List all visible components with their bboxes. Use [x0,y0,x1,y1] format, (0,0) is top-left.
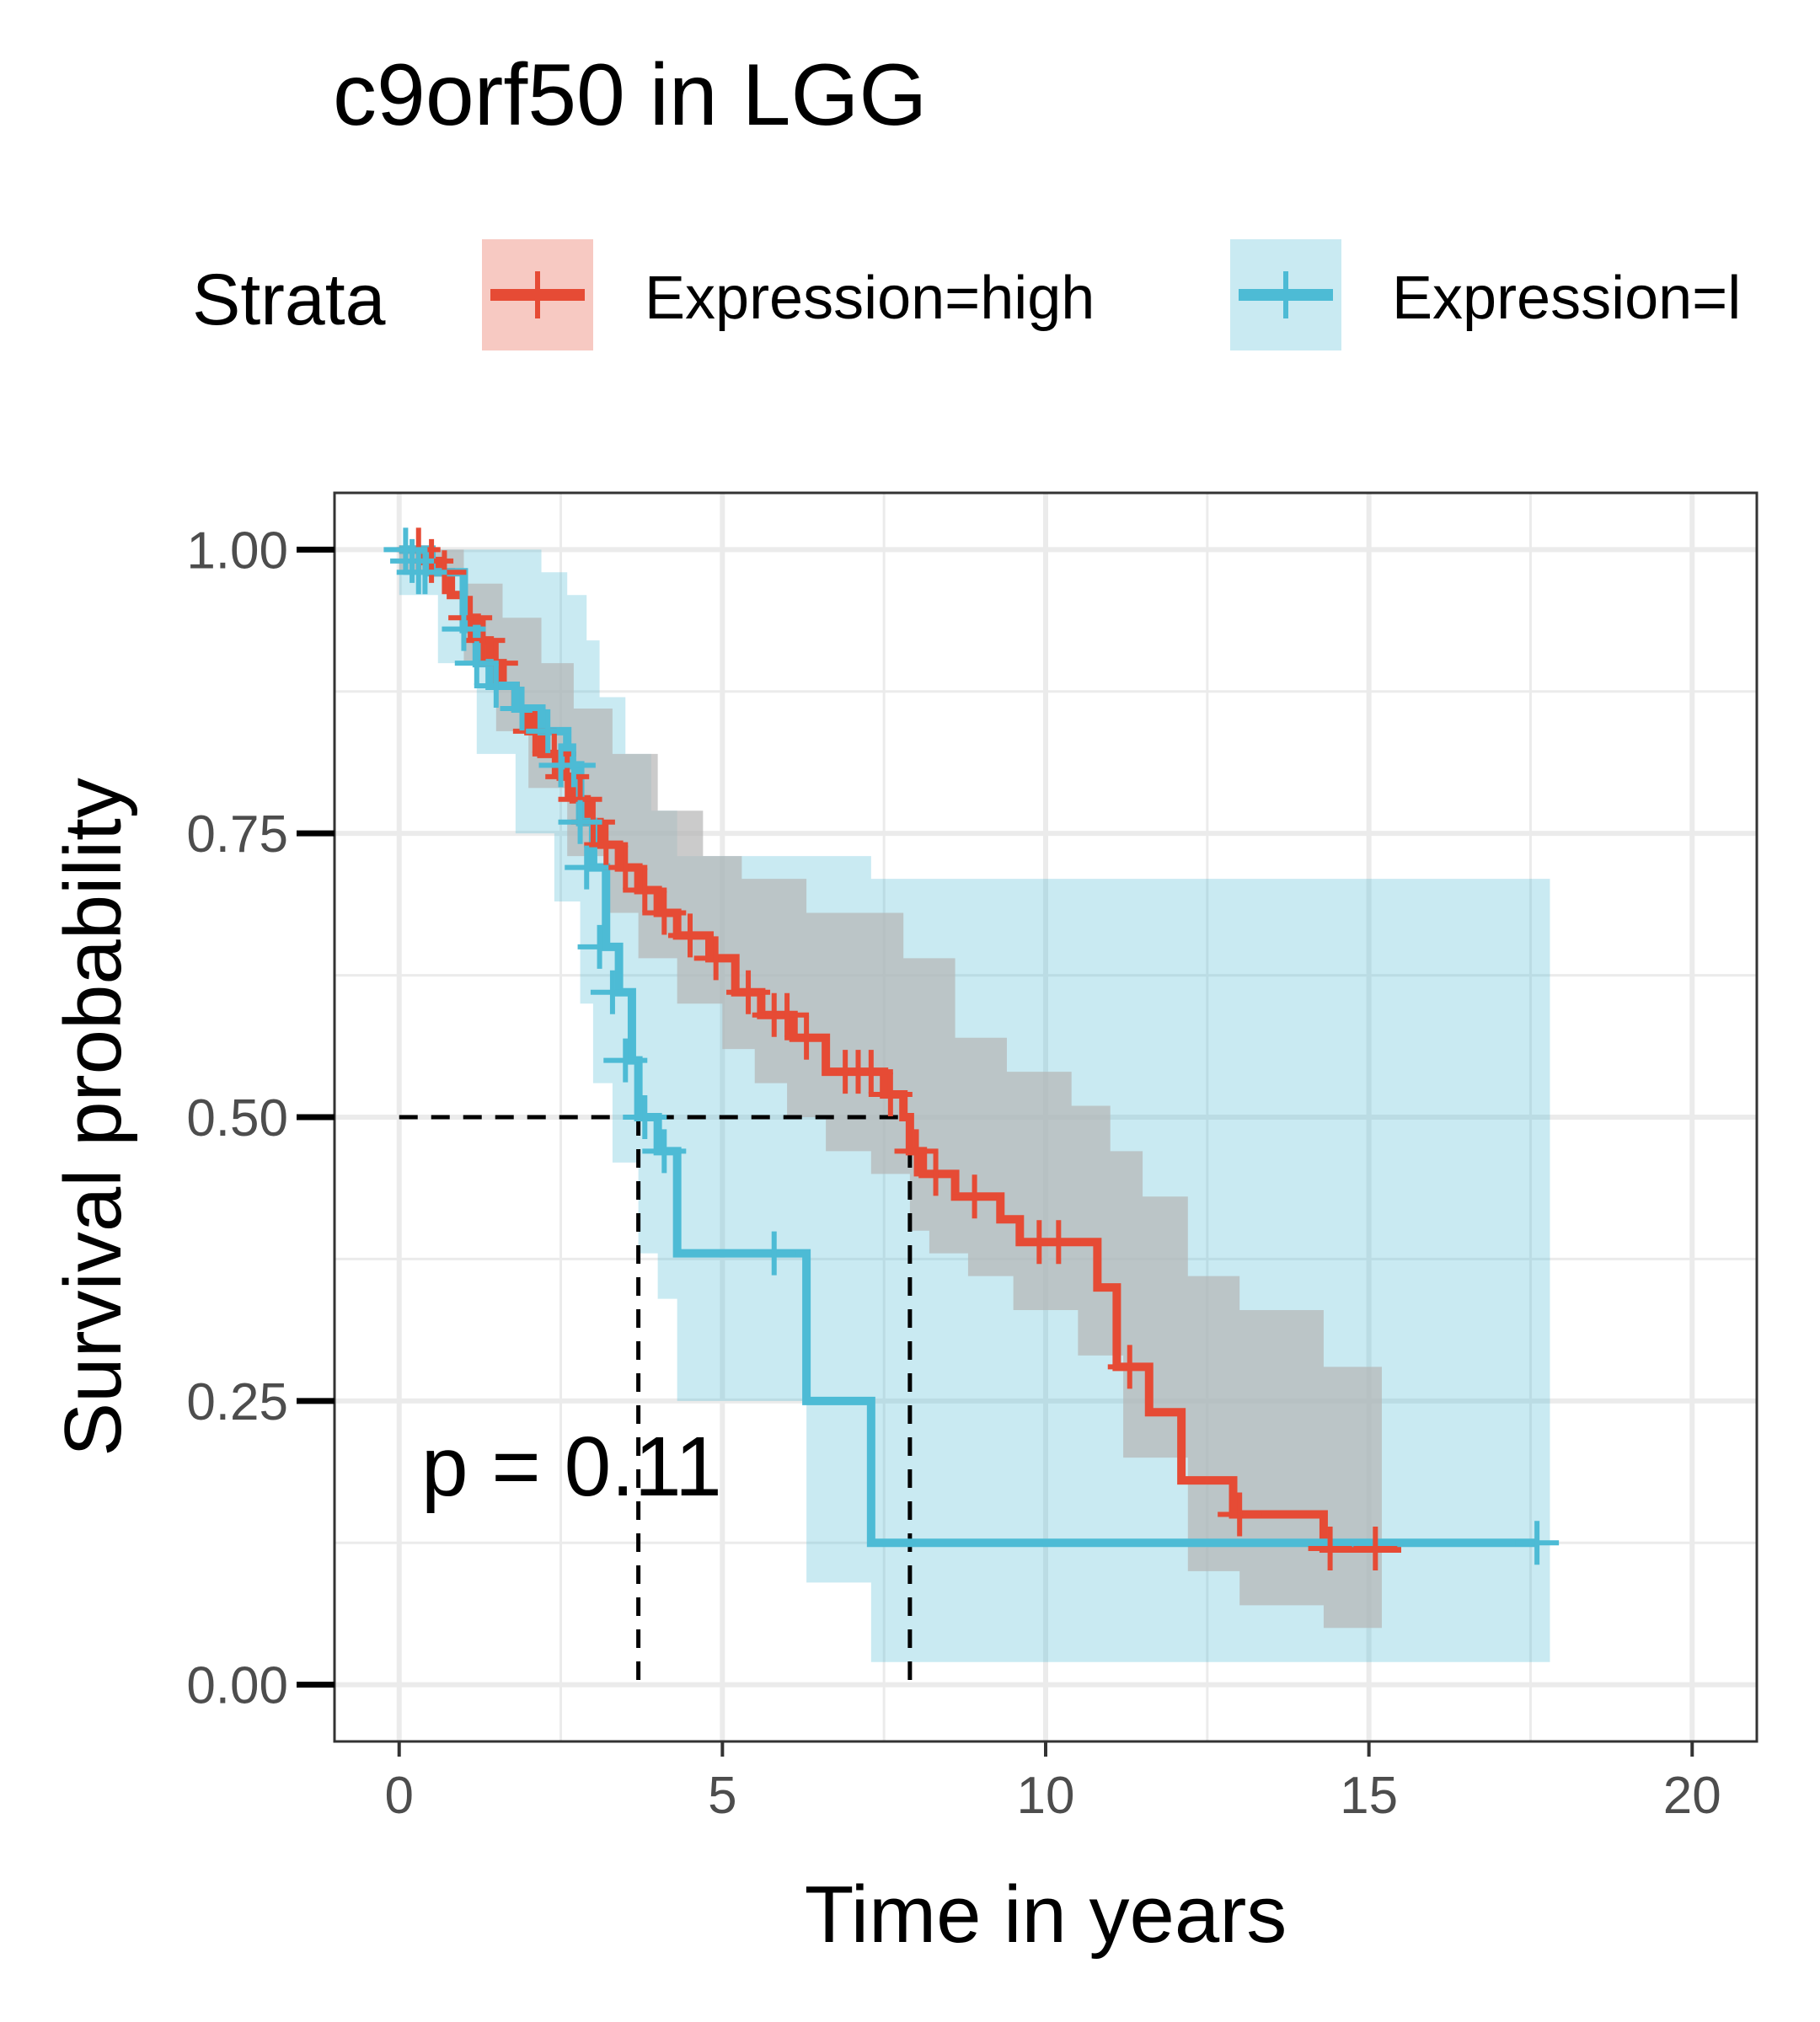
censor-mark-low-16 [623,1095,667,1139]
censor-mark-high-17 [693,936,738,981]
censor-mark-low-3 [403,550,447,595]
censor-mark-high-14 [623,868,667,912]
y-tick-label-0: 0.00 [186,1657,288,1715]
x-tick-label-1: 5 [708,1767,736,1825]
censor-mark-low-4 [442,607,486,651]
x-tick-label-3: 15 [1340,1767,1398,1825]
legend: Strata Expression=high Expression=l [192,239,1741,350]
x-tick-label-2: 10 [1017,1767,1075,1825]
censor-mark-low-14 [590,970,634,1014]
censor-mark-high-32 [1218,1492,1262,1537]
chart-title: c9orf50 in LGG [333,46,927,144]
y-tick-label-1: 0.25 [186,1373,288,1431]
censor-mark-low-13 [577,924,622,969]
censor-mark-low-15 [603,1038,648,1083]
censor-marks [383,527,1560,1570]
censor-mark-high-28 [952,1174,997,1219]
censor-mark-low-6 [474,664,518,709]
censor-mark-high-18 [726,970,771,1014]
censor-mark-high-12 [584,822,629,867]
censor-mark-high-25 [868,1073,913,1117]
censor-mark-low-5 [454,641,499,686]
censor-mark-high-20 [765,992,810,1037]
censor-mark-high-21 [784,1015,829,1060]
censor-mark-low-17 [642,1129,687,1174]
censor-mark-high-13 [603,845,648,890]
censor-mark-high-26 [894,1129,939,1174]
censor-mark-high-34 [1353,1526,1398,1570]
x-tick-label-4: 20 [1663,1767,1721,1825]
censor-mark-low-8 [526,709,570,753]
censor-mark-high-9 [545,754,590,799]
censor-mark-low-18 [752,1231,796,1276]
censor-mark-low-19 [1515,1521,1560,1565]
censor-mark-high-31 [1107,1345,1152,1389]
censor-mark-low-0 [383,527,428,572]
censor-mark-high-3 [448,596,493,640]
censor-mark-high-16 [668,913,712,958]
p-value-annotation: p = 0.11 [421,1420,722,1514]
censor-mark-low-11 [558,800,602,844]
y-tick-label-3: 0.75 [186,805,288,864]
censor-mark-high-27 [913,1152,958,1196]
censor-mark-high-4 [461,618,506,663]
median-lines [399,1115,913,1685]
censor-mark-high-24 [848,1050,893,1094]
censor-mark-low-7 [500,686,544,730]
x-axis: 0 5 10 15 20 [384,1741,1721,1825]
y-tick-label-4: 1.00 [186,522,288,580]
legend-label-low: Expression=l [1392,265,1741,332]
censor-mark-high-15 [642,891,687,935]
legend-title: Strata [192,259,386,340]
censor-mark-low-12 [565,845,609,890]
censor-mark-high-33 [1308,1526,1352,1570]
legend-label-high: Expression=high [645,265,1095,332]
x-axis-title: Time in years [805,1870,1287,1960]
censor-mark-low-10 [551,743,596,788]
y-axis-title: Survival probability [48,778,138,1457]
x-tick-label-0: 0 [384,1767,413,1825]
censor-mark-high-30 [1036,1220,1081,1265]
censor-mark-high-8 [532,731,576,776]
y-axis: 0.00 0.25 0.50 0.75 1.00 [186,522,335,1715]
y-tick-label-2: 0.50 [186,1089,288,1147]
